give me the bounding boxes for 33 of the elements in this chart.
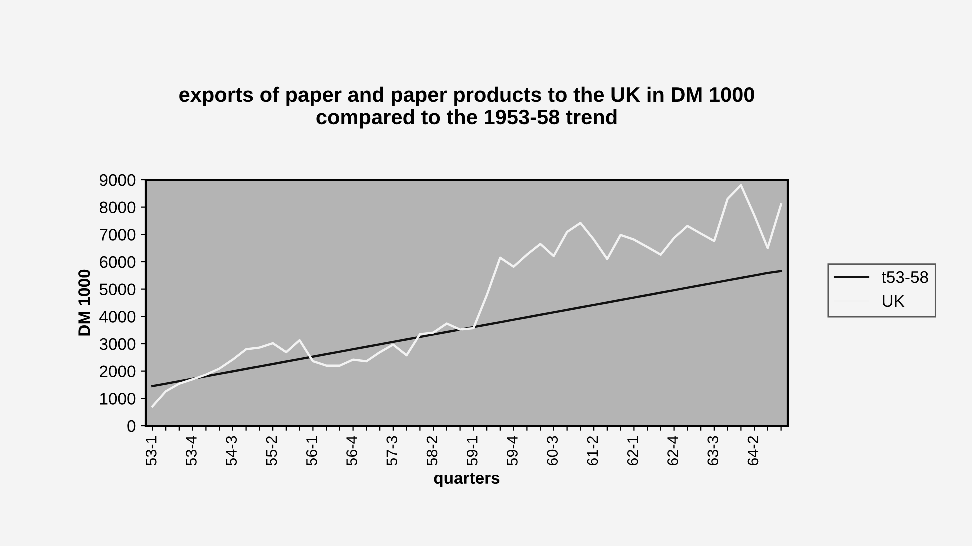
- line-series: [152, 270, 782, 388]
- y-tick-label: 5000: [100, 284, 136, 296]
- y-tick-label: 1000: [100, 393, 136, 405]
- y-tick-label: 0: [128, 420, 136, 432]
- x-tick-label: 61-2: [587, 436, 598, 466]
- x-tick-label: 56-4: [346, 436, 358, 466]
- x-tick-label: 59-4: [507, 436, 518, 466]
- x-tick-label: 53-4: [186, 436, 197, 466]
- x-tick-label: 54-3: [226, 436, 238, 466]
- x-axis-title: quarters: [434, 473, 500, 488]
- x-tick-label: 60-3: [547, 436, 558, 466]
- legend-label: t53-58: [882, 271, 928, 284]
- x-tick-label: 53-1: [146, 436, 157, 466]
- x-tick-label: 55-2: [266, 436, 278, 466]
- y-tick-label: 9000: [100, 174, 136, 186]
- y-tick-label: 2000: [100, 366, 136, 378]
- chart-title: exports of paper and paper products to the UK in DM 1000 compared to the 1953-58 trend: [180, 86, 754, 129]
- x-tick-label: 62-1: [627, 436, 638, 466]
- y-axis-title: DM 1000: [78, 270, 90, 336]
- y-tick-label: 3000: [100, 338, 136, 350]
- x-tick-label: 57-3: [386, 436, 398, 466]
- x-tick-label: 59-1: [466, 436, 478, 466]
- text: UK: [883, 295, 905, 308]
- x-tick-label: 62-4: [668, 436, 678, 466]
- x-tick-label: 56-1: [306, 436, 318, 466]
- x-tick-label: 58-2: [426, 436, 438, 466]
- x-tick-label: 64-2: [748, 436, 759, 466]
- line-series: [152, 184, 782, 408]
- y-tick-label: 6000: [100, 256, 136, 268]
- y-tick-label: 8000: [100, 202, 136, 214]
- y-tick-label: 4000: [100, 311, 136, 323]
- y-tick-label: 7000: [100, 229, 136, 241]
- x-tick-label: 63-3: [708, 436, 719, 466]
